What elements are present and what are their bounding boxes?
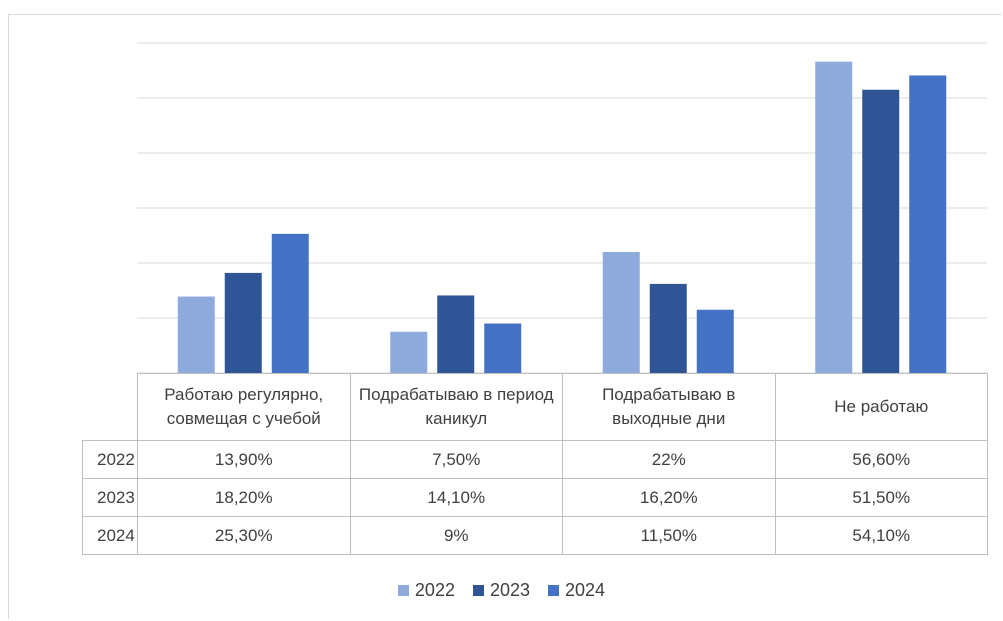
bar bbox=[862, 89, 900, 373]
table-series-label: 2023 bbox=[82, 478, 138, 517]
data-label: 11,50% bbox=[562, 516, 776, 555]
bar bbox=[696, 309, 734, 373]
table-series-label: 2022 bbox=[82, 440, 138, 479]
data-label: 51,50% bbox=[774, 478, 988, 517]
table-series-label: 2024 bbox=[82, 516, 138, 555]
legend-label: 2024 bbox=[565, 580, 606, 600]
category-label: Работаю регулярно, совмещая с учебой bbox=[137, 373, 351, 441]
category-label: Подрабатываю в выходные дни bbox=[562, 373, 776, 441]
legend-swatch bbox=[472, 585, 484, 596]
data-label: 9% bbox=[349, 516, 563, 555]
data-label: 25,30% bbox=[137, 516, 351, 555]
data-label: 56,60% bbox=[774, 440, 988, 479]
legend-item: 2022 bbox=[397, 580, 455, 601]
series-name: 2023 bbox=[97, 487, 135, 507]
bar bbox=[602, 252, 640, 373]
bar bbox=[437, 295, 475, 373]
bar bbox=[177, 296, 215, 373]
bar bbox=[649, 283, 687, 373]
bar bbox=[271, 233, 309, 373]
data-label: 18,20% bbox=[137, 478, 351, 517]
category-label: Подрабатываю в период каникул bbox=[349, 373, 563, 441]
bar bbox=[484, 323, 522, 373]
data-label: 22% bbox=[562, 440, 776, 479]
series-name: 2022 bbox=[97, 449, 135, 469]
bar bbox=[224, 272, 262, 373]
data-label: 54,10% bbox=[774, 516, 988, 555]
data-label: 16,20% bbox=[562, 478, 776, 517]
bar bbox=[390, 331, 428, 373]
data-label: 13,90% bbox=[137, 440, 351, 479]
data-label: 14,10% bbox=[349, 478, 563, 517]
legend-swatch bbox=[397, 585, 409, 596]
legend-label: 2022 bbox=[414, 580, 455, 600]
legend-item: 2024 bbox=[548, 580, 605, 601]
chart-frame bbox=[8, 14, 1001, 619]
legend-label: 2023 bbox=[489, 580, 531, 600]
data-label: 7,50% bbox=[349, 440, 563, 479]
legend-swatch bbox=[548, 585, 560, 596]
bar bbox=[815, 61, 853, 373]
bar bbox=[909, 75, 947, 373]
legend-item: 2023 bbox=[472, 580, 531, 601]
series-name: 2024 bbox=[97, 525, 135, 545]
category-label: Не работаю bbox=[774, 373, 988, 441]
legend: 2022 2023 2024 bbox=[0, 580, 1003, 601]
